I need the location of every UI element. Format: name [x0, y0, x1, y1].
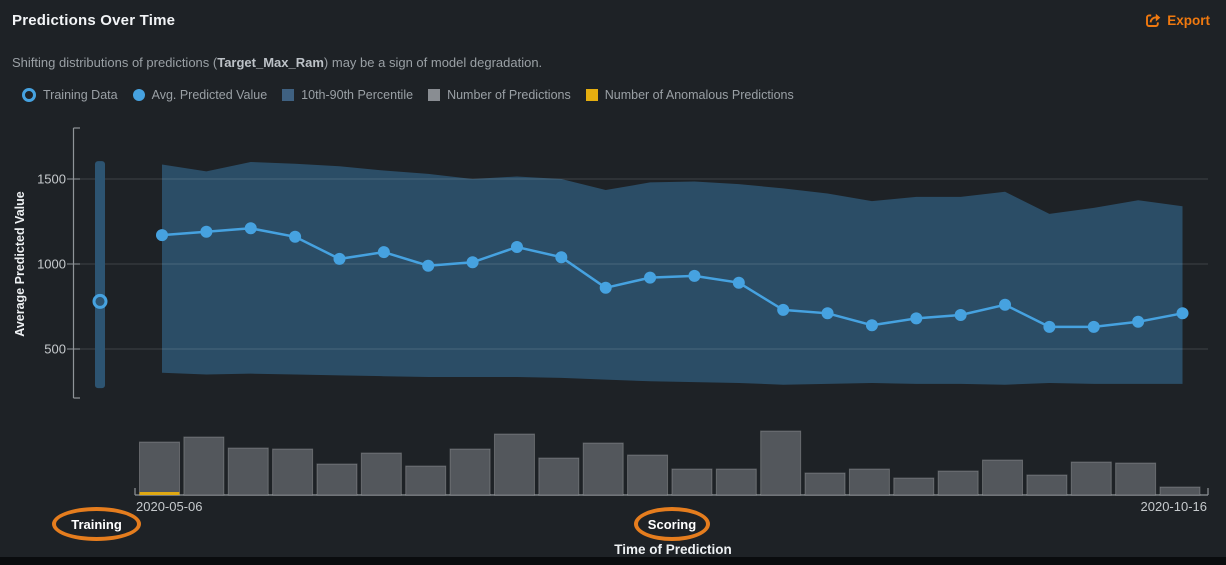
y-tick-label: 500: [44, 342, 66, 357]
avg-predicted-point[interactable]: [865, 319, 878, 332]
page-title: Predictions Over Time: [12, 12, 176, 29]
prediction-count-bar[interactable]: [538, 457, 580, 496]
avg-predicted-point[interactable]: [1132, 315, 1145, 328]
training-annotation: Training: [52, 507, 141, 541]
legend-label: 10th-90th Percentile: [301, 88, 414, 102]
avg-predicted-point[interactable]: [732, 276, 745, 289]
prediction-count-bar[interactable]: [982, 459, 1024, 496]
subtitle-suffix: ) may be a sign of model degradation.: [323, 55, 543, 70]
chart-plot-area[interactable]: 1500 1000 500: [0, 120, 1226, 500]
avg-predicted-point[interactable]: [510, 241, 523, 253]
bottom-edge: [0, 557, 1226, 565]
avg-predicted-point[interactable]: [466, 256, 479, 269]
legend-item-number-of-anomalous-predictions[interactable]: Number of Anomalous Predictions: [585, 88, 794, 102]
legend-item-training-data[interactable]: Training Data: [22, 88, 118, 102]
avg-predicted-point[interactable]: [777, 303, 790, 316]
legend-item-number-of-predictions[interactable]: Number of Predictions: [428, 88, 571, 102]
avg-predicted-point[interactable]: [555, 251, 568, 264]
x-axis-end-date: 2020-10-16: [1140, 499, 1208, 514]
prediction-count-bar[interactable]: [405, 465, 447, 496]
subtitle-target-name: Target_Max_Ram: [217, 55, 324, 70]
prediction-count-bar[interactable]: [449, 448, 491, 496]
prediction-count-bar[interactable]: [1115, 462, 1157, 496]
avg-predicted-point[interactable]: [954, 309, 967, 321]
legend-item-percentile-band[interactable]: 10th-90th Percentile: [282, 88, 413, 102]
prediction-count-bar[interactable]: [183, 436, 225, 496]
y-tick-label: 1000: [37, 257, 66, 272]
prediction-count-bar[interactable]: [227, 447, 269, 496]
prediction-count-bar[interactable]: [671, 468, 713, 496]
anomalous-predictions-bar[interactable]: [139, 492, 180, 495]
avg-predicted-point[interactable]: [910, 312, 923, 325]
scoring-annotation: Scoring: [634, 507, 710, 541]
avg-predicted-point[interactable]: [244, 222, 257, 235]
prediction-count-bar[interactable]: [627, 454, 669, 496]
prediction-count-bar[interactable]: [360, 452, 402, 496]
avg-predicted-point[interactable]: [200, 225, 213, 238]
prediction-count-bar[interactable]: [848, 468, 890, 496]
prediction-count-bar[interactable]: [139, 441, 180, 496]
x-axis-title: Time of Prediction: [614, 542, 732, 557]
legend-label: Training Data: [43, 88, 118, 102]
scoring-annotation-label: Scoring: [647, 516, 697, 532]
avg-predicted-point[interactable]: [1043, 320, 1056, 333]
avg-predicted-point[interactable]: [644, 271, 657, 284]
avg-predicted-point[interactable]: [156, 229, 168, 242]
avg-predicted-point[interactable]: [377, 246, 390, 259]
avg-predicted-point[interactable]: [999, 298, 1012, 311]
avg-predicted-marker-icon: [132, 89, 145, 101]
avg-predicted-point[interactable]: [1087, 320, 1100, 333]
avg-predicted-point[interactable]: [1176, 307, 1189, 320]
prediction-count-bar[interactable]: [1159, 486, 1201, 496]
x-axis-start-date: 2020-05-06: [136, 499, 203, 514]
prediction-count-bar[interactable]: [893, 477, 935, 496]
training-data-marker-icon: [22, 88, 36, 102]
avg-predicted-point[interactable]: [688, 269, 701, 282]
subtitle-prefix: Shifting distributions of predictions (: [12, 55, 218, 70]
prediction-count-bar[interactable]: [760, 430, 802, 496]
training-avg-point[interactable]: [92, 293, 108, 309]
legend-item-avg-predicted-value[interactable]: Avg. Predicted Value: [132, 88, 268, 102]
avg-predicted-point[interactable]: [821, 307, 834, 320]
export-label: Export: [1167, 12, 1210, 28]
prediction-count-bar[interactable]: [272, 448, 314, 496]
legend-label: Avg. Predicted Value: [151, 88, 268, 102]
anomalous-predictions-marker-icon: [585, 89, 598, 101]
avg-predicted-point[interactable]: [289, 230, 302, 243]
avg-predicted-point[interactable]: [333, 252, 346, 265]
prediction-count-bar[interactable]: [804, 472, 846, 496]
avg-predicted-point[interactable]: [599, 281, 612, 294]
prediction-count-bar[interactable]: [1070, 461, 1112, 496]
prediction-count-bar[interactable]: [937, 470, 979, 496]
legend-label: Number of Anomalous Predictions: [604, 88, 794, 102]
prediction-count-bar[interactable]: [1026, 474, 1068, 496]
predictions-count-marker-icon: [428, 89, 441, 101]
percentile-band[interactable]: [162, 162, 1183, 385]
export-button[interactable]: Export: [1143, 10, 1212, 30]
training-annotation-label: Training: [71, 516, 122, 532]
export-icon: [1146, 13, 1161, 27]
y-tick-label: 1500: [37, 172, 66, 187]
subtitle: Shifting distributions of predictions (T…: [12, 55, 542, 70]
prediction-count-bar[interactable]: [715, 468, 757, 496]
training-percentile-bar[interactable]: [95, 161, 105, 389]
percentile-marker-icon: [282, 89, 295, 101]
prediction-count-bar[interactable]: [493, 433, 535, 496]
chart-legend: Training Data Avg. Predicted Value 10th-…: [22, 88, 794, 102]
avg-predicted-point[interactable]: [422, 259, 435, 272]
avg-predicted-line: [161, 227, 1183, 329]
prediction-count-bar[interactable]: [582, 442, 624, 496]
legend-label: Number of Predictions: [447, 88, 571, 102]
prediction-count-bar[interactable]: [316, 463, 358, 496]
